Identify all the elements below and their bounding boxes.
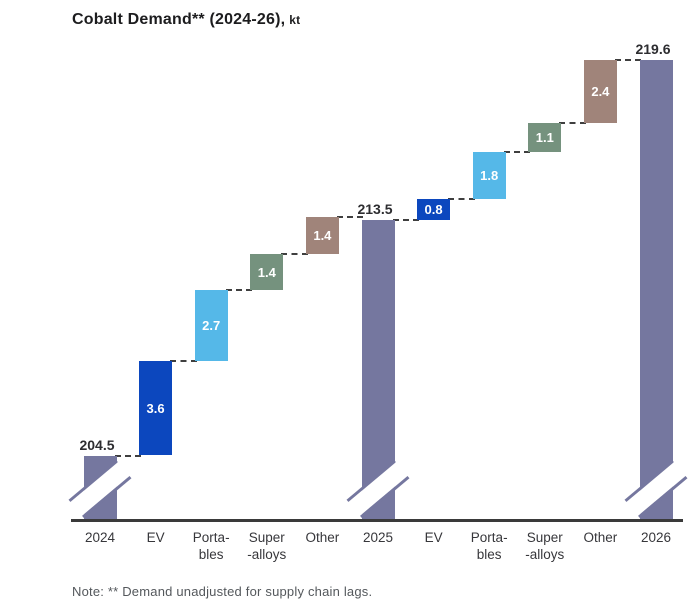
bar-value-label: 1.4 <box>257 264 276 280</box>
x-axis-label-line2: bles <box>476 547 502 562</box>
delta-bar-porta: 1.8 <box>472 151 506 199</box>
bar-value-label: 1.8 <box>480 167 499 183</box>
connector-line <box>336 216 364 219</box>
connector-line <box>503 150 531 153</box>
delta-bar-super: 1.1 <box>528 122 562 152</box>
x-axis-line <box>71 519 683 522</box>
total-value-label: 213.5 <box>357 200 393 217</box>
connector-line <box>170 360 197 363</box>
axis-break-mark <box>624 459 688 519</box>
connector-line <box>281 252 308 255</box>
x-axis-label-line1: Super <box>526 530 563 545</box>
x-axis-label: Other <box>564 529 636 546</box>
x-axis-label-line1: 2024 <box>84 530 116 545</box>
x-axis-label-line1: Other <box>305 530 340 545</box>
bar-value-label: 3.6 <box>146 400 165 416</box>
x-axis-label-line2: -alloys <box>525 547 565 562</box>
x-axis-label: Porta-bles <box>453 529 525 563</box>
bar-value-label: 1.1 <box>535 129 554 145</box>
bar-value-label: 1.4 <box>313 227 332 243</box>
x-axis-label-line1: EV <box>146 530 165 545</box>
x-axis-label-line1: Porta- <box>192 530 230 545</box>
x-axis-label: 2026 <box>620 529 692 546</box>
delta-bar-ev: 0.8 <box>417 198 451 220</box>
x-axis-label: EV <box>398 529 470 546</box>
delta-bar-other: 2.4 <box>583 59 617 123</box>
connector-line <box>614 58 642 61</box>
x-axis-label-line1: Other <box>583 530 618 545</box>
x-axis-label: Super -alloys <box>231 529 303 563</box>
axis-break-mark <box>68 459 132 519</box>
x-axis-label: 2025 <box>342 529 414 546</box>
delta-bar-porta: 2.7 <box>194 290 228 362</box>
delta-bar-ev: 3.6 <box>139 361 173 456</box>
footnote: Note: ** Demand unadjusted for supply ch… <box>72 584 373 599</box>
chart-title: Cobalt Demand** (2024-26), kt <box>72 11 300 29</box>
total-value-label: 204.5 <box>79 436 115 453</box>
x-axis-label-line1: Porta- <box>470 530 508 545</box>
delta-bar-super: 1.4 <box>250 253 284 291</box>
x-axis-label: EV <box>120 529 192 546</box>
x-axis-label-line1: EV <box>424 530 443 545</box>
total-bar-2026 <box>624 59 688 521</box>
x-axis-label-line1: Super <box>248 530 285 545</box>
chart-title-unit: kt <box>289 13 301 27</box>
total-bar-2025 <box>346 219 410 521</box>
x-axis-label-line1: 2025 <box>362 530 394 545</box>
total-value-label: 219.6 <box>635 40 671 57</box>
connector-line <box>559 121 586 124</box>
total-bar-2024 <box>68 455 132 521</box>
bar-value-label: 0.8 <box>424 201 443 217</box>
connector-line <box>114 454 142 457</box>
x-axis-label-line2: bles <box>198 547 224 562</box>
chart-title-text: Cobalt Demand** (2024-26), <box>72 11 286 28</box>
axis-break-mark <box>346 459 410 519</box>
x-axis-label: Super -alloys <box>509 529 581 563</box>
connector-line <box>448 197 475 200</box>
x-axis-label-line1: 2026 <box>640 530 672 545</box>
bar-value-label: 2.7 <box>202 318 221 334</box>
connector-line <box>392 218 420 221</box>
bar-value-label: 2.4 <box>591 83 610 99</box>
x-axis-label: Porta-bles <box>175 529 247 563</box>
connector-line <box>225 289 253 292</box>
x-axis-label: 2024 <box>64 529 136 546</box>
x-axis-label-line2: -alloys <box>247 547 287 562</box>
delta-bar-other: 1.4 <box>305 217 339 254</box>
x-axis-label: Other <box>286 529 358 546</box>
